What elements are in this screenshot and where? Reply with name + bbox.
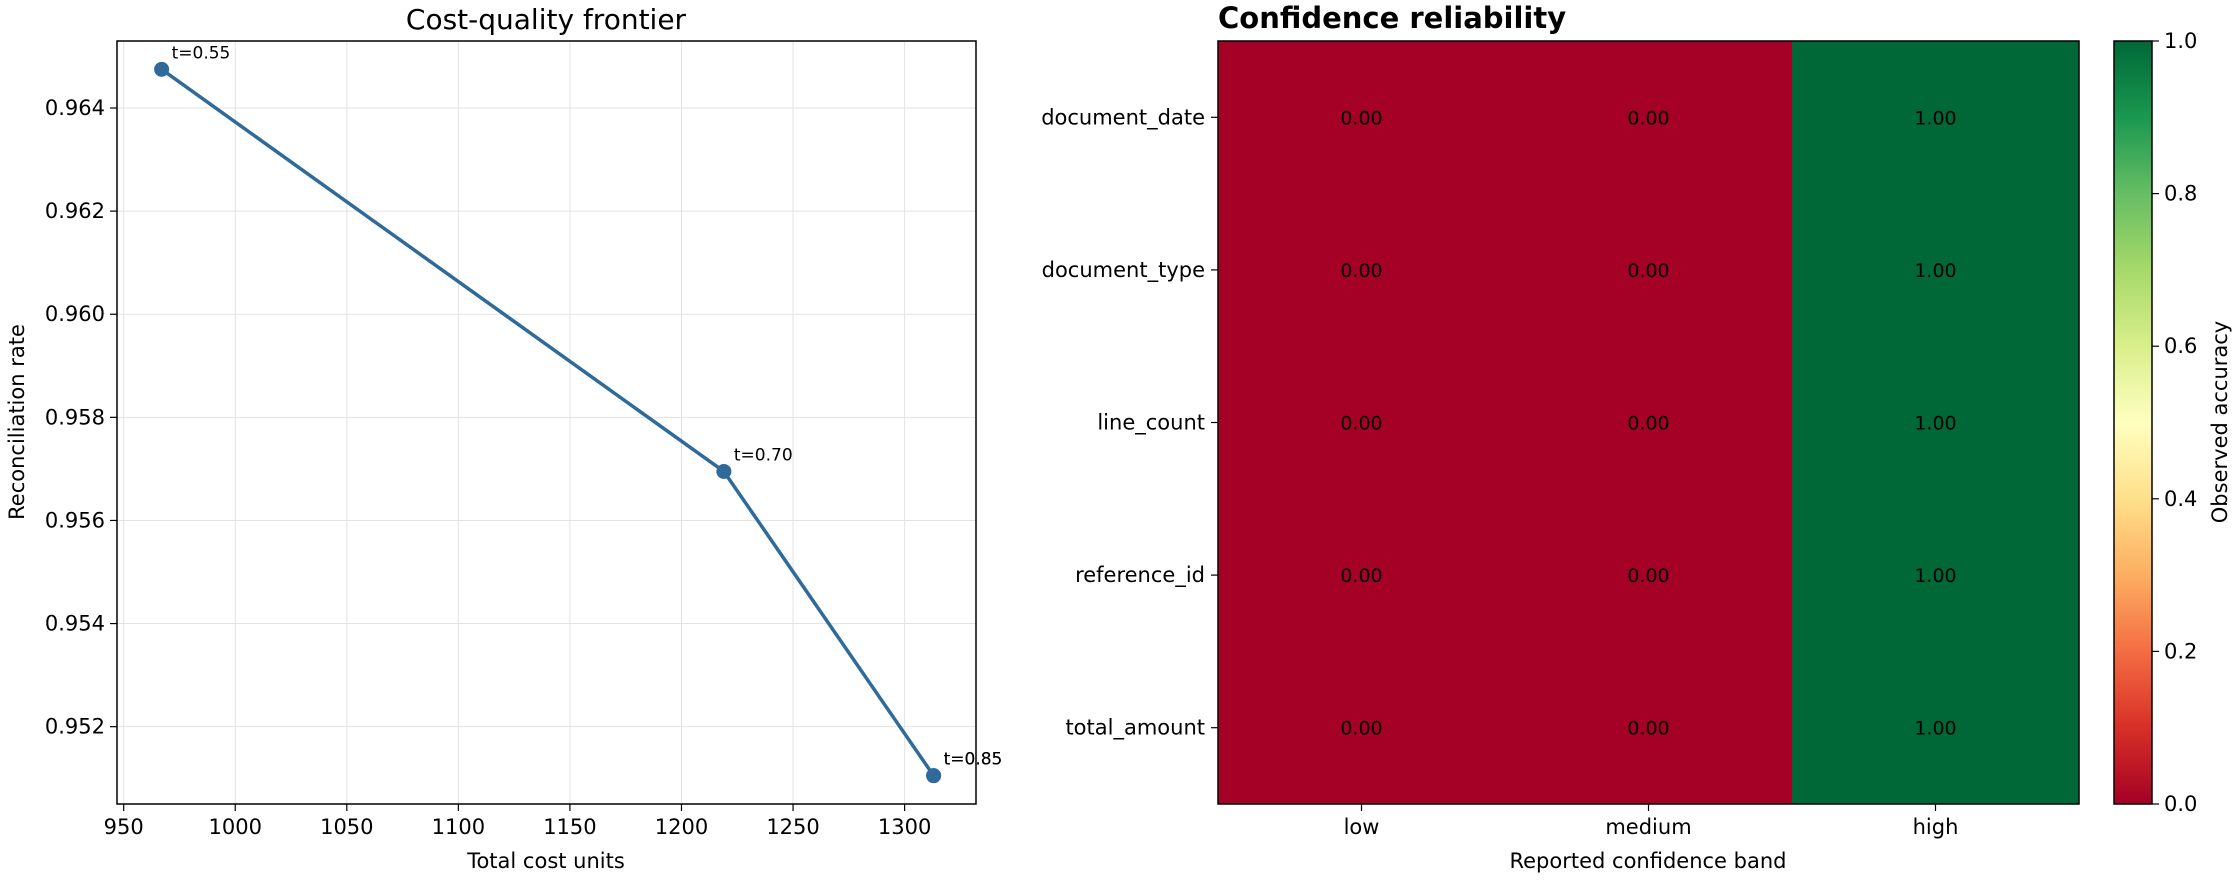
line-chart-title: Cost-quality frontier	[406, 3, 687, 36]
x-tick-label: 1150	[543, 815, 596, 839]
y-tick-label: 0.952	[45, 715, 105, 739]
colorbar-tick-label: 0.8	[2164, 182, 2197, 206]
series-line	[160, 67, 936, 777]
heatmap-x-tick-label: low	[1344, 815, 1380, 839]
heatmap-cells	[1218, 41, 2080, 805]
heatmap-cell-label: 1.00	[1914, 260, 1956, 282]
heatmap-y-ticks: document_date document_type line_countrefe…	[1041, 105, 1218, 741]
data-point	[716, 463, 732, 479]
heatmap-cell-label: 1.00	[1914, 718, 1956, 740]
heatmap-cell	[1505, 346, 1793, 500]
heatmap-cell-label: 0.00	[1627, 413, 1669, 435]
line-chart-annotations: t=0.55t=0.70t=0.85t=0.85	[172, 43, 1003, 769]
heatmap-cell-label: 1.00	[1914, 565, 1956, 587]
heatmap-cell	[1505, 193, 1793, 347]
heatmap-x-tick-label: medium	[1605, 815, 1691, 839]
colorbar-tick-label: 0.4	[2164, 487, 2197, 511]
heatmap-cell	[1218, 41, 1506, 195]
y-tick-label: 0.956	[45, 508, 105, 532]
heatmap-cell	[1792, 651, 2080, 805]
x-tick-label: 1000	[209, 815, 262, 839]
heatmap-cell-label: 0.00	[1340, 107, 1382, 129]
heatmap-cell	[1218, 651, 1506, 805]
heatmap-y-tick-label: document_type	[1042, 258, 1205, 283]
heatmap-cell	[1505, 41, 1793, 195]
data-point	[926, 768, 942, 784]
heatmap-cell-label: 0.00	[1340, 565, 1382, 587]
point-annotation: t=0.55	[172, 43, 231, 63]
heatmap-cell-label: 0.00	[1627, 565, 1669, 587]
colorbar-tick-label: 0.0	[2164, 792, 2197, 816]
heatmap-cell-label: 1.00	[1914, 107, 1956, 129]
heatmap-x-axis-label: Reported confidence band	[1509, 849, 1786, 873]
y-tick-label: 0.960	[45, 302, 105, 326]
heatmap-cell	[1218, 193, 1506, 347]
colorbar-tick-label: 1.0	[2164, 29, 2197, 53]
heatmap-y-tick-label: line_count	[1097, 411, 1205, 436]
heatmap-y-tick-label: total_amount	[1065, 716, 1205, 741]
heatmap-cell-label: 0.00	[1627, 107, 1669, 129]
heatmap-cell-label: 0.00	[1340, 718, 1382, 740]
x-tick-label: 950	[104, 815, 144, 839]
heatmap-y-tick-label: reference_id	[1075, 563, 1205, 588]
heatmap-chart: 0.00 0.00 1.000.00 0.00 1.000.00 0.00 1.000.00…	[1041, 1, 2232, 873]
y-tick-label: 0.962	[45, 199, 105, 223]
line-chart-series	[154, 61, 942, 784]
line-chart-y-axis-label: Reconciliation rate	[5, 324, 29, 520]
heatmap-cell	[1792, 41, 2080, 195]
point-annotation: t=0.85	[944, 750, 1003, 770]
colorbar-label: Observed accuracy	[2208, 321, 2232, 523]
heatmap-cell	[1505, 651, 1793, 805]
x-tick-label: 1300	[878, 815, 931, 839]
heatmap-cell-label: 0.00	[1627, 718, 1669, 740]
heatmap-title: Confidence reliability	[1218, 1, 1566, 35]
colorbar	[2113, 40, 2153, 805]
colorbar-tick-label: 0.6	[2164, 334, 2197, 358]
heatmap-x-tick-label: high	[1913, 815, 1959, 839]
heatmap-cell-label: 0.00	[1340, 260, 1382, 282]
heatmap-cell	[1792, 193, 2080, 347]
y-tick-label: 0.954	[45, 612, 105, 636]
line-chart: 950 1000 1050 1100 1150 1200 1250 1300 0.9520.9…	[5, 3, 1002, 873]
heatmap-cell-label: 0.00	[1340, 413, 1382, 435]
heatmap-cell-label: 0.00	[1627, 260, 1669, 282]
line-chart-y-ticks: 0.952 0.954 0.956 0.958 0.960 0.962 0.964	[45, 96, 117, 739]
heatmap-y-tick-label: document_date	[1041, 105, 1205, 130]
heatmap-cell	[1792, 346, 2080, 500]
heatmap-x-ticks: low medium high	[1344, 804, 1959, 839]
heatmap-cell	[1218, 346, 1506, 500]
line-chart-frame	[116, 40, 977, 805]
heatmap-cell	[1505, 498, 1793, 652]
point-annotation: t=0.85	[944, 750, 1003, 770]
heatmap-cell	[1792, 498, 2080, 652]
line-chart-x-axis-label: Total cost units	[466, 849, 625, 873]
heatmap-cell-labels: 0.00 0.00 1.00 0.00 0.00 1.00 0.00 0.00 1.00 0.00…	[1340, 107, 1956, 739]
colorbar-ticks: 0.0 0.2 0.4 0.6 0.8 1.0	[2152, 29, 2197, 816]
line-chart-grid	[117, 41, 976, 804]
heatmap-cell	[1218, 498, 1506, 652]
x-tick-label: 1200	[655, 815, 708, 839]
y-tick-label: 0.958	[45, 405, 105, 429]
heatmap-cell-label: 1.00	[1914, 413, 1956, 435]
line-chart-x-ticks: 950 1000 1050 1100 1150 1200 1250 1300	[104, 804, 931, 839]
y-tick-label: 0.964	[45, 96, 105, 120]
point-annotation: t=0.70	[734, 445, 793, 465]
colorbar-tick-label: 0.2	[2164, 639, 2197, 663]
x-tick-label: 1050	[320, 815, 373, 839]
x-tick-label: 1250	[766, 815, 819, 839]
data-point	[154, 61, 170, 77]
x-tick-label: 1100	[432, 815, 485, 839]
